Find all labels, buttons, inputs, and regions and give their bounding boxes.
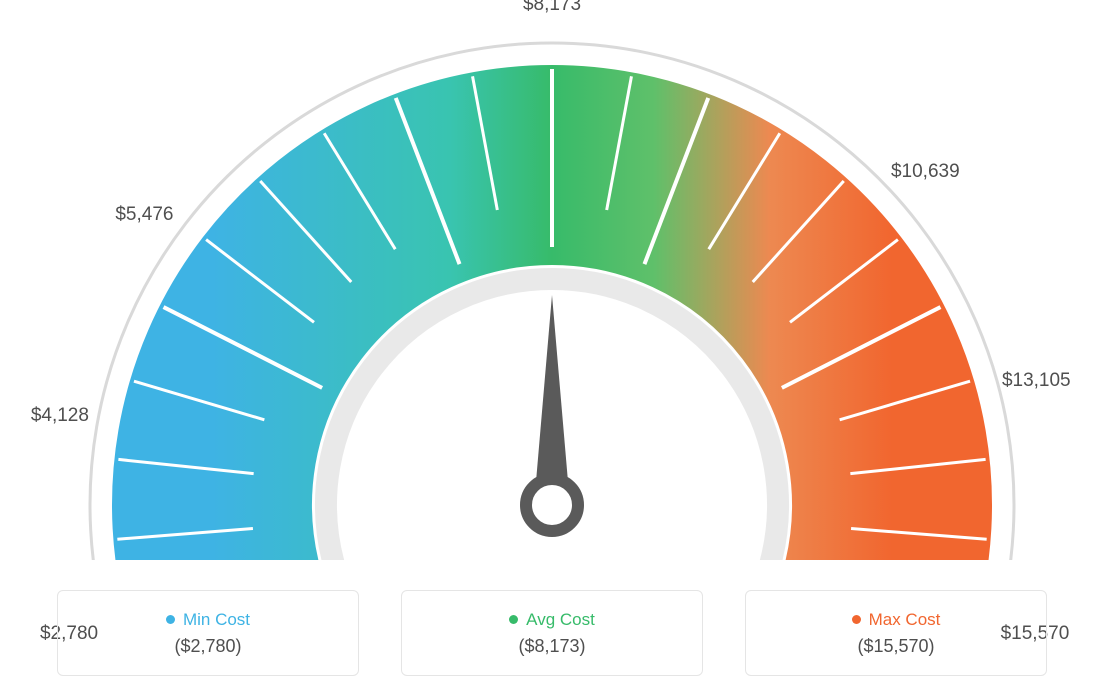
scale-label: $5,476 — [115, 204, 173, 226]
legend-row: Min Cost ($2,780) Avg Cost ($8,173) Max … — [0, 590, 1104, 676]
scale-label: $8,173 — [523, 0, 581, 16]
scale-label: $13,105 — [1002, 370, 1071, 392]
legend-text-avg: Avg Cost — [526, 610, 595, 630]
legend-label-min: Min Cost — [166, 610, 250, 630]
dot-icon — [509, 615, 518, 624]
legend-text-max: Max Cost — [869, 610, 941, 630]
legend-card-max: Max Cost ($15,570) — [745, 590, 1047, 676]
legend-value-avg: ($8,173) — [518, 636, 585, 657]
legend-text-min: Min Cost — [183, 610, 250, 630]
gauge-svg — [0, 0, 1104, 560]
legend-label-avg: Avg Cost — [509, 610, 595, 630]
dot-icon — [166, 615, 175, 624]
legend-value-min: ($2,780) — [174, 636, 241, 657]
scale-label: $10,639 — [891, 161, 960, 183]
gauge-chart-container: { "gauge": { "type": "gauge", "center_x"… — [0, 0, 1104, 690]
gauge-area: $2,780$4,128$5,476$8,173$10,639$13,105$1… — [0, 0, 1104, 560]
legend-label-max: Max Cost — [852, 610, 941, 630]
legend-value-max: ($15,570) — [857, 636, 934, 657]
scale-label: $4,128 — [31, 405, 89, 427]
dot-icon — [852, 615, 861, 624]
legend-card-avg: Avg Cost ($8,173) — [401, 590, 703, 676]
legend-card-min: Min Cost ($2,780) — [57, 590, 359, 676]
